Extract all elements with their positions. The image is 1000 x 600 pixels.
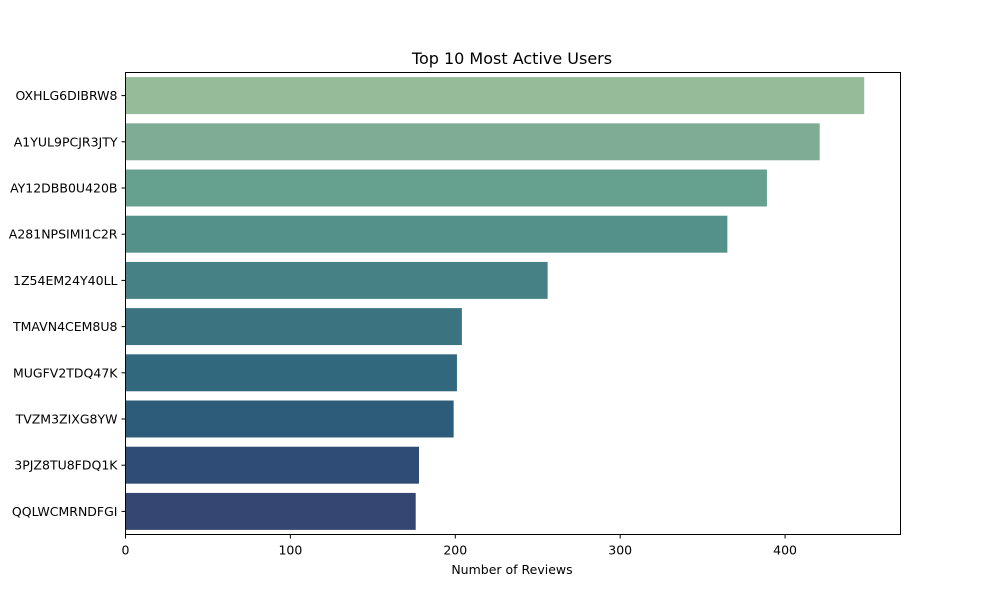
y-tick-label: A281NPSIMI1C2R [9,227,118,242]
x-tick-label: 300 [608,543,632,558]
y-tick-label: 1Z54EM24Y40LL [13,273,118,288]
bar-8 [125,400,454,438]
x-tick-label: 0 [122,543,130,558]
bar-5 [125,261,548,299]
bar-10 [125,492,416,530]
y-tick-label: OXHLG6DIBRW8 [16,88,118,103]
bar-6 [125,308,462,346]
y-tick-label: TMAVN4CEM8U8 [12,319,118,334]
y-tick-label: AY12DBB0U420B [10,181,117,196]
bar-4 [125,215,728,253]
y-tick-label: TVZM3ZIXG8YW [15,412,118,427]
y-tick-label: A1YUL9PCJR3JTY [14,134,118,149]
bar-9 [125,446,420,484]
y-axis-ticks: OXHLG6DIBRW8 A1YUL9PCJR3JTY AY12DBB0U420B A… [9,88,126,519]
bar-7 [125,354,457,392]
plot-frame [125,72,901,535]
chart-title: Top 10 Most Active Users [411,49,612,68]
bar-2 [125,123,820,161]
x-axis-label: Number of Reviews [451,562,572,577]
bar-3 [125,169,767,207]
x-tick-label: 400 [773,543,797,558]
y-tick-label: MUGFV2TDQ47K [13,365,118,380]
bar-1 [125,77,865,115]
x-tick-label: 200 [443,543,467,558]
y-tick-label: 3PJZ8TU8FDQ1K [14,458,118,473]
bars [125,77,865,530]
y-tick-label: QQLWCMRNDFGI [12,504,118,519]
x-tick-label: 100 [278,543,302,558]
x-axis-ticks: 0 100 200 300 400 [122,534,797,558]
